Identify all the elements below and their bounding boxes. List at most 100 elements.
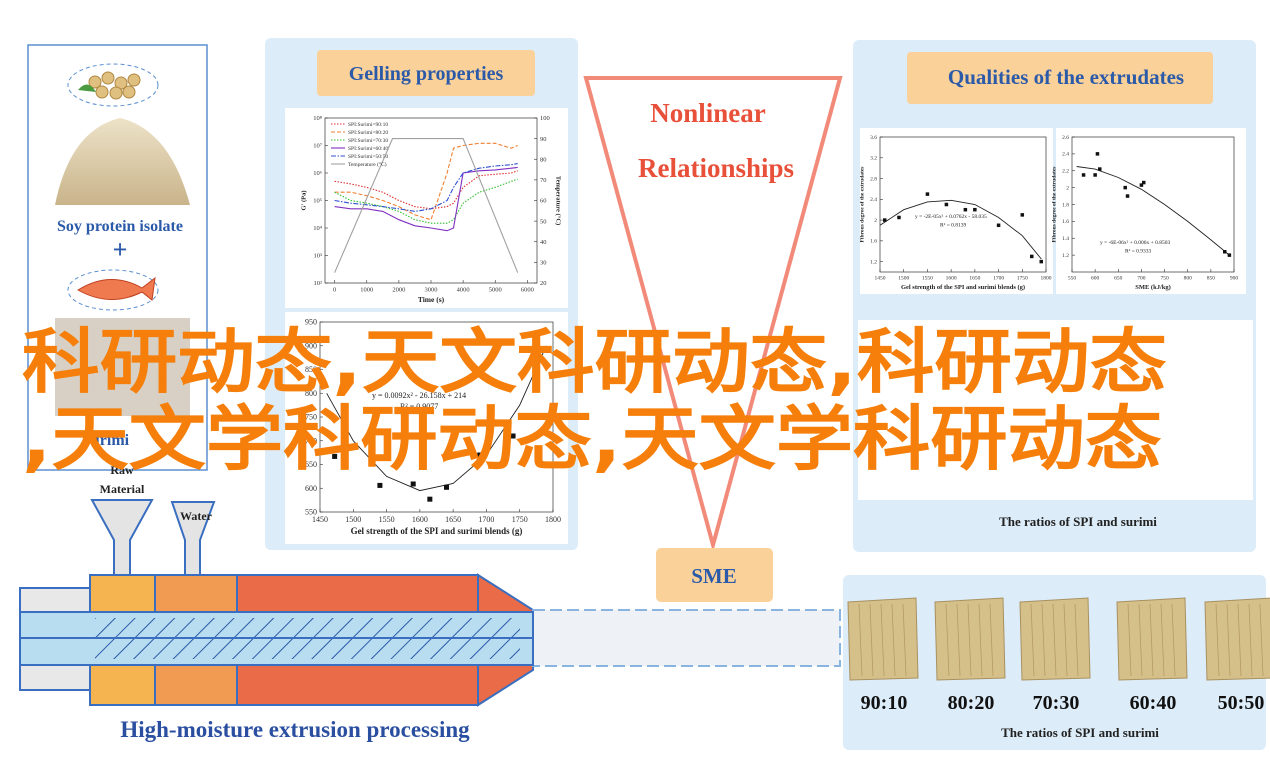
x-axis-label: Gel strength of the SPI and surimi blend… (351, 526, 523, 536)
x-tick-label: 1750 (1017, 276, 1028, 282)
beans (88, 71, 141, 100)
die (532, 609, 841, 667)
fiber (1171, 603, 1176, 677)
y-axis-label: G' (Pa) (301, 190, 308, 210)
x-axis-label: Time (s) (418, 295, 445, 304)
data-point (427, 496, 433, 502)
x-axis-label: SME (kJ/kg) (1135, 284, 1171, 291)
data-point (882, 218, 887, 222)
x-tick-label: 1750 (512, 515, 528, 524)
series-line (334, 138, 519, 273)
x-tick-label: 1600 (946, 276, 957, 282)
sme-label: SME (691, 564, 737, 588)
fish (77, 276, 156, 301)
x-tick-label: 700 (1137, 276, 1146, 282)
x-tick-label: 1550 (922, 276, 933, 282)
chart-bg (285, 312, 568, 544)
y-tick-label: 2 (1066, 185, 1069, 191)
surimi-label: Surimi (82, 432, 130, 449)
y-tick-label: 1.4 (1062, 236, 1069, 242)
y-tick-label: 10⁸ (313, 115, 323, 122)
y-tick-label: 800 (305, 389, 317, 398)
y2-axis-label: Temperature (°C) (555, 176, 562, 225)
y-tick-label: 600 (305, 484, 317, 493)
series-line (334, 178, 518, 224)
y-tick-label: 3.2 (870, 156, 877, 162)
fit-curve (326, 345, 547, 492)
data-point (1098, 167, 1102, 171)
fiber (1259, 603, 1264, 677)
y-tick-label: 10⁵ (313, 198, 322, 205)
fiber (880, 603, 885, 677)
soy-label: Soy protein isolate (57, 218, 183, 235)
sample-block (1116, 597, 1188, 681)
data-point (944, 202, 949, 207)
fiber (1149, 603, 1154, 677)
data-point (443, 484, 449, 490)
fiber (1030, 603, 1035, 677)
data-point (1030, 254, 1034, 259)
fiber (1063, 603, 1068, 677)
y2-tick-label: 20 (540, 280, 547, 287)
y-tick-label: 10⁷ (313, 143, 322, 150)
equation: y = -2E-05x² + 0.0762x - 58.035 (915, 214, 987, 220)
fiber (967, 603, 972, 677)
fiber (1127, 603, 1132, 677)
x-tick-label: 1450 (875, 276, 886, 282)
data-point (477, 452, 483, 458)
y-tick-label: 650 (305, 460, 317, 469)
y-tick-label: 1.2 (1062, 253, 1069, 259)
data-point (1227, 253, 1232, 257)
x-tick-label: 750 (1160, 276, 1169, 282)
y-tick-label: 2.6 (1062, 135, 1069, 141)
surimi-image (55, 318, 190, 416)
fiber (945, 603, 950, 677)
fiber (1074, 603, 1079, 677)
y-tick-label: 1.6 (870, 239, 877, 245)
fiber (978, 603, 983, 677)
x-tick-label: 850 (1207, 276, 1216, 282)
data-point (1123, 185, 1127, 190)
y-tick-label: 10⁴ (313, 225, 323, 232)
sample-block (1204, 597, 1270, 681)
sample-label: 80:20 (948, 692, 995, 714)
sample-block (1019, 597, 1091, 681)
data-point (377, 482, 383, 488)
x-tick-label: 4000 (457, 287, 470, 294)
x-tick-label: 600 (1091, 276, 1100, 282)
fiber (1160, 603, 1165, 677)
legend-label: Temperature (°C) (348, 161, 387, 168)
y2-tick-label: 50 (540, 218, 547, 225)
data-point (925, 192, 930, 196)
equation: y = 0.0092x² - 26.158x + 214 (372, 391, 466, 400)
title-box (317, 50, 535, 96)
y-tick-label: 2.4 (870, 197, 877, 203)
triangle-text: Relationships (638, 153, 794, 183)
fiber (1052, 603, 1057, 677)
plot-frame (879, 136, 1047, 273)
powder-image (55, 118, 190, 205)
r-squared: R² = 0.8139 (940, 223, 967, 229)
charts: 0 1000 2000 3000 4000 5000 6000 10² 10³ 10⁴ 10⁵ 10⁶… (301, 115, 1239, 536)
fiber (1041, 603, 1046, 677)
plus: + (113, 235, 128, 264)
title-box (907, 52, 1213, 104)
sample-label: 70:30 (1033, 692, 1080, 714)
data-point (1039, 259, 1044, 264)
series-line (334, 170, 518, 210)
y2-tick-label: 30 (540, 260, 547, 267)
x-tick-label: 1700 (993, 276, 1004, 282)
panel-title: Qualities of the extrudates (948, 65, 1184, 89)
data-point (1139, 183, 1144, 187)
data-point (1020, 213, 1025, 217)
x-tick-label: 900 (1230, 276, 1239, 282)
y-axis-label: Fibrous degree of the extrudates (860, 167, 866, 243)
x-tick-label: 1450 (312, 515, 328, 524)
qualities-panel: Qualities of the extrudates The ratios o… (853, 40, 1256, 552)
x-tick-label: 550 (1068, 276, 1077, 282)
triangle-shape (583, 76, 843, 553)
hopper-label: Material (100, 482, 145, 496)
y-tick-label: 700 (305, 436, 317, 445)
y-tick-label: 2 (874, 218, 877, 224)
legend-label: SPI:Surimi=80:20 (348, 130, 388, 136)
